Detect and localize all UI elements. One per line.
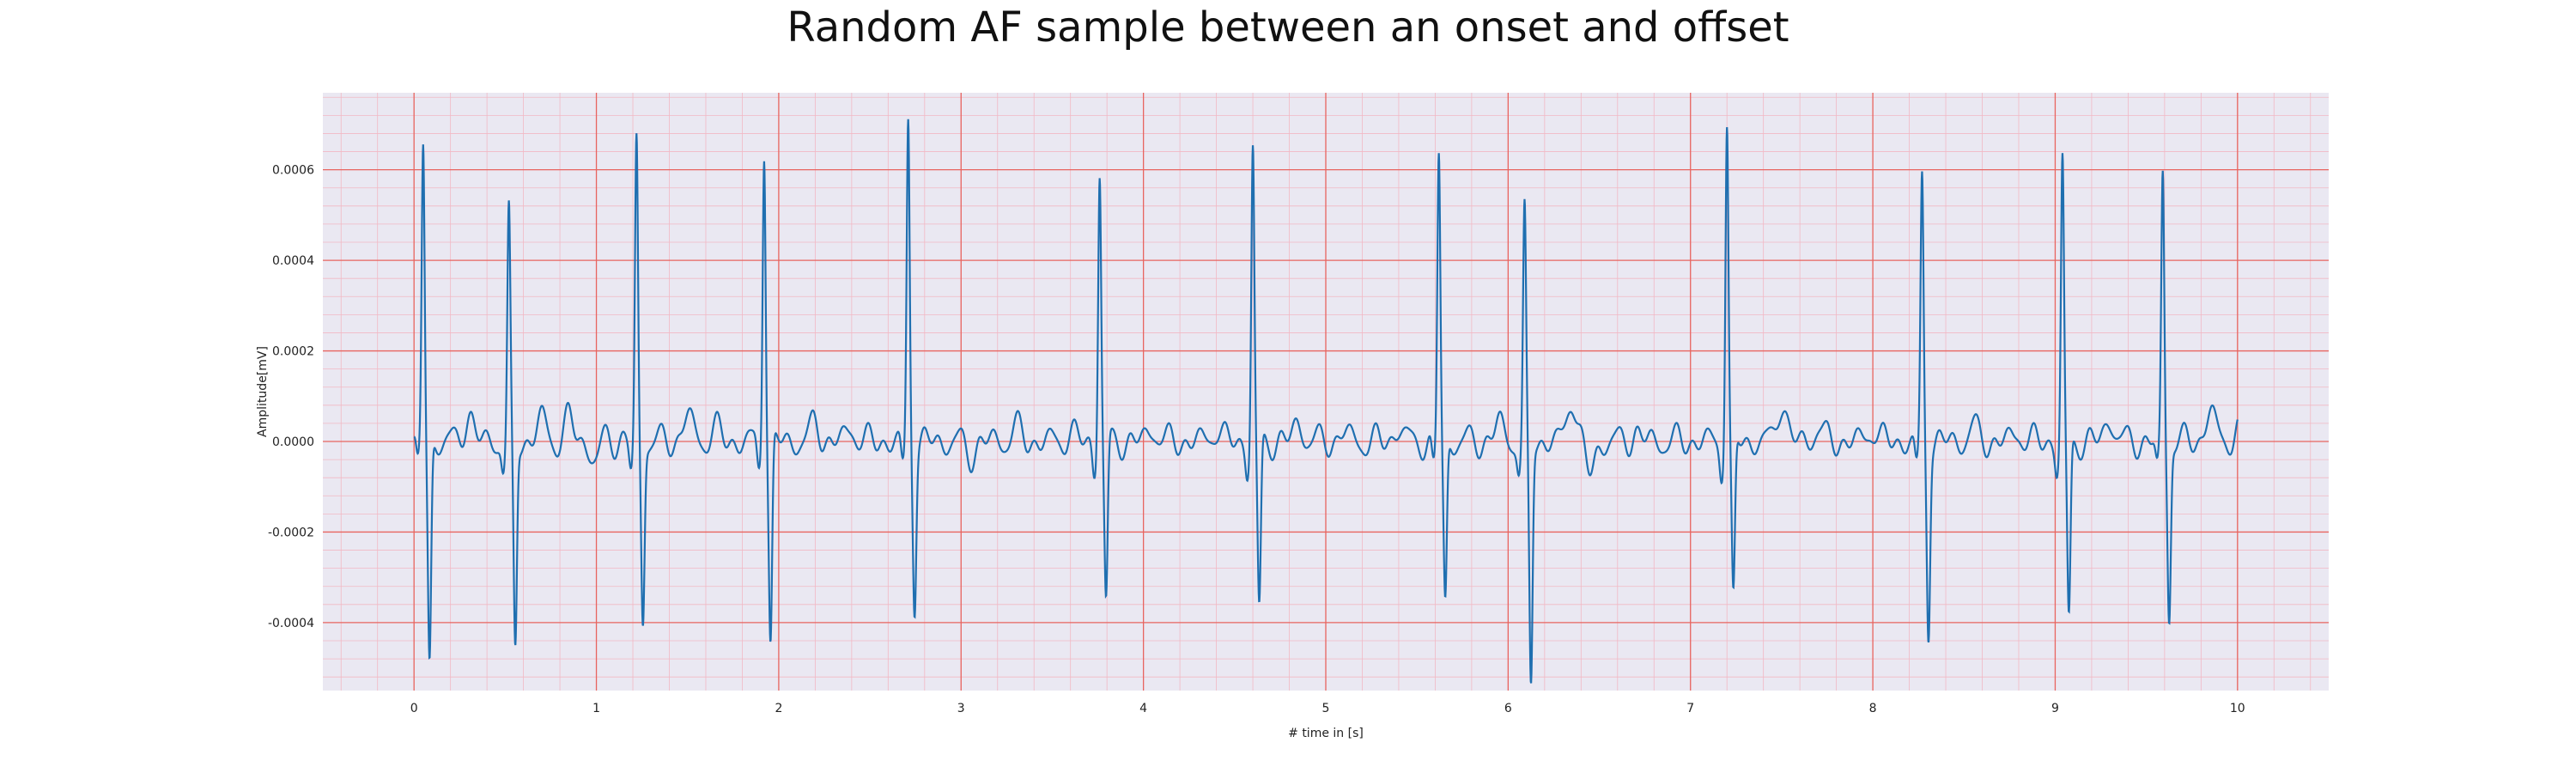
x-tick-label: 5	[1322, 702, 1330, 715]
y-tick-label: -0.0002	[268, 526, 314, 539]
x-tick-label: 0	[410, 702, 418, 715]
y-axis-label: Amplitude[mV]	[256, 346, 270, 437]
y-tick-label: 0.0004	[272, 254, 314, 268]
y-tick-label: 0.0006	[272, 164, 314, 178]
x-tick-label: 1	[592, 702, 600, 715]
x-tick-label: 3	[957, 702, 965, 715]
y-tick-label: -0.0004	[268, 617, 314, 630]
y-tick-label: 0.0002	[272, 345, 314, 359]
x-tick-label: 4	[1139, 702, 1147, 715]
x-tick-label: 8	[1869, 702, 1877, 715]
x-axis-ticks: 0 1 2 3 4 5 6 7 8 9 10	[410, 702, 2245, 715]
x-tick-label: 6	[1504, 702, 1512, 715]
x-tick-label: 7	[1686, 702, 1694, 715]
y-axis-ticks: -0.0004 -0.0002 0.0000 0.0002 0.0004 0.0006	[268, 164, 314, 630]
x-axis-label: # time in [s]	[1288, 727, 1364, 740]
x-tick-label: 10	[2230, 702, 2245, 715]
y-tick-label: 0.0000	[272, 435, 314, 449]
x-tick-label: 2	[775, 702, 782, 715]
series-line-ecg	[413, 119, 2239, 684]
x-tick-label: 9	[2051, 702, 2059, 715]
chart-title: Random AF sample between an onset and of…	[787, 3, 1789, 52]
major-grid	[323, 93, 2329, 691]
